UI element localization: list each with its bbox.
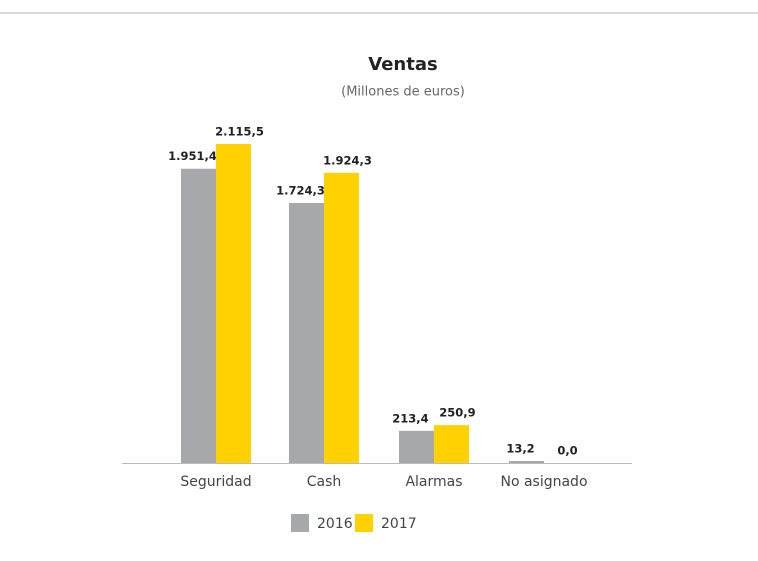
value-label: 2.115,5 (215, 125, 264, 139)
x-tick-label: No asignado (500, 474, 587, 490)
value-label: 1.724,3 (276, 183, 325, 197)
value-label: 250,9 (439, 406, 475, 420)
value-label: 0,0 (557, 444, 577, 458)
x-tick-label: Seguridad (180, 474, 251, 490)
legend-label: 2016 (317, 516, 353, 532)
chart-title: Ventas (368, 54, 437, 75)
bar (509, 461, 544, 463)
value-label: 1.951,4 (168, 149, 217, 163)
bar (324, 172, 359, 463)
legend-label: 2017 (381, 516, 417, 532)
bar (289, 202, 324, 463)
chart-subtitle: (Millones de euros) (341, 85, 465, 100)
legend-swatch (355, 514, 373, 532)
legend-swatch (291, 514, 309, 532)
value-label: 1.924,3 (323, 153, 372, 167)
bar (216, 144, 251, 463)
bar (399, 430, 434, 463)
value-label: 213,4 (392, 411, 428, 425)
bar (181, 168, 216, 463)
x-tick-label: Cash (307, 474, 342, 490)
value-label: 13,2 (506, 442, 534, 456)
bar (434, 425, 469, 463)
x-tick-label: Alarmas (405, 474, 462, 490)
